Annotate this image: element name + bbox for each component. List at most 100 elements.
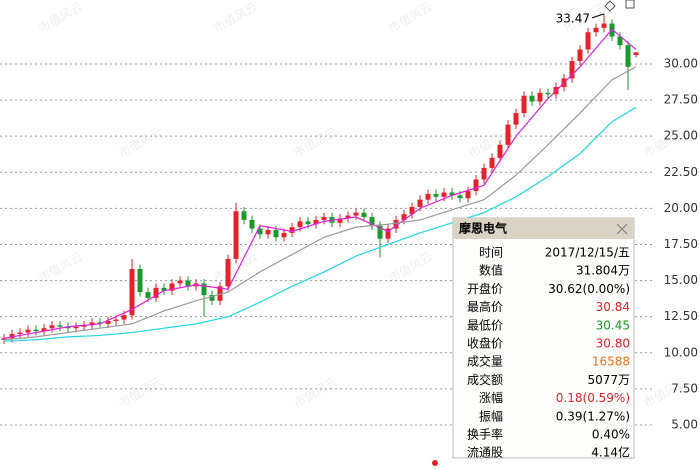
candle-body xyxy=(97,322,103,324)
icon-marker xyxy=(432,460,438,466)
candle-body xyxy=(281,232,287,238)
y-tick-label: 12.50 xyxy=(664,309,698,323)
candle-body xyxy=(625,45,631,67)
candle-body xyxy=(105,320,111,324)
candle-body xyxy=(313,219,319,225)
tooltip-value: 30.45 xyxy=(596,318,630,332)
tooltip-value: 2017/12/15/五 xyxy=(545,246,630,260)
tooltip-value: 30.80 xyxy=(596,337,630,351)
tooltip-close[interactable] xyxy=(616,223,628,235)
tooltip-label: 换手率 xyxy=(467,427,503,442)
tooltip-box xyxy=(452,217,635,459)
candle-body xyxy=(537,92,543,102)
candle-body xyxy=(169,283,175,291)
candle-body xyxy=(65,326,71,329)
y-tick-label: 17.50 xyxy=(664,237,698,251)
candle-body xyxy=(401,214,407,220)
candle-body xyxy=(425,193,431,200)
candle-body xyxy=(513,113,519,125)
candle-body xyxy=(569,61,575,79)
candle-body xyxy=(73,326,79,329)
candle-body xyxy=(473,179,479,192)
candle-body xyxy=(529,95,535,102)
candle-body xyxy=(409,206,415,215)
candle-body xyxy=(393,219,399,229)
tooltip-label: 开盘价 xyxy=(467,281,503,296)
candle-body xyxy=(297,221,303,228)
y-tick-label: 10.00 xyxy=(664,345,698,359)
icon-diamond[interactable] xyxy=(604,0,616,12)
y-tick-label: 7.50 xyxy=(671,381,698,395)
tooltip-value: 30.84 xyxy=(596,300,630,314)
tooltip-label: 最高价 xyxy=(467,299,503,314)
candle-body xyxy=(25,329,31,333)
candle-body xyxy=(449,192,455,196)
candle-body xyxy=(497,144,503,158)
plot: 33.47 xyxy=(1,11,639,345)
candle-body xyxy=(577,49,583,62)
tooltip-value: 5077万 xyxy=(587,373,630,387)
candle-body xyxy=(89,322,95,326)
candle-body xyxy=(361,212,367,218)
candle-body xyxy=(489,157,495,168)
candle-body xyxy=(369,217,375,226)
candle-body xyxy=(481,167,487,180)
max-label: 33.47 xyxy=(556,11,590,25)
candle-body xyxy=(521,95,527,114)
max-pointer xyxy=(591,13,605,19)
candle-body xyxy=(633,52,639,56)
candle-body xyxy=(545,92,551,95)
candle-body xyxy=(249,219,255,229)
candle-body xyxy=(49,325,55,329)
candle-body xyxy=(129,269,135,316)
candle-body xyxy=(441,192,447,197)
candle-body xyxy=(305,221,311,225)
candle-body xyxy=(241,211,247,220)
candle-body xyxy=(1,338,7,340)
candle-body xyxy=(137,269,143,293)
tooltip-value: 31.804万 xyxy=(576,264,630,278)
candle-body xyxy=(145,292,151,298)
candle-body xyxy=(121,315,127,320)
tooltip-label: 成交额 xyxy=(467,372,503,387)
tooltip-label: 成交量 xyxy=(467,354,503,369)
y-tick-label: 27.50 xyxy=(664,93,698,107)
candle-body xyxy=(505,124,511,145)
y-tick-label: 20.00 xyxy=(664,201,698,215)
candle-body xyxy=(289,227,295,233)
candle-body xyxy=(345,215,351,219)
tooltip-title: 摩恩电气 xyxy=(459,221,507,236)
candle-body xyxy=(585,32,591,50)
candle-body xyxy=(41,328,47,332)
tooltip-label: 最低价 xyxy=(467,318,503,332)
candle-body xyxy=(465,191,471,199)
candle-body xyxy=(457,195,463,199)
candle-body xyxy=(57,325,63,327)
candle-body xyxy=(417,199,423,207)
ma-line xyxy=(3,28,637,339)
candle-body xyxy=(257,228,263,235)
tooltip-value: 0.40% xyxy=(592,428,630,442)
tooltip-label: 涨幅 xyxy=(479,390,503,405)
candle-body xyxy=(321,217,327,220)
candle-body xyxy=(353,212,359,216)
tooltip-header xyxy=(453,218,634,239)
y-tick-label: 5.00 xyxy=(671,417,698,431)
candle-body xyxy=(377,225,383,239)
candle-body xyxy=(433,193,439,197)
candle-body xyxy=(81,325,87,327)
y-tick-label: 15.00 xyxy=(664,273,698,287)
candle-body xyxy=(33,329,39,332)
candle-body xyxy=(217,286,223,301)
candle-body xyxy=(185,280,191,287)
candle-body xyxy=(209,295,215,301)
candle-body xyxy=(161,287,167,291)
tooltip-label: 收盘价 xyxy=(467,336,503,351)
icon-box[interactable] xyxy=(625,0,635,9)
tooltip-value: 16588 xyxy=(592,355,630,369)
y-axis: 5.00 7.50 10.00 12.50 15.00 17.50 20.00 22.50 25… xyxy=(664,56,698,431)
candle-body xyxy=(265,230,271,235)
candle-body xyxy=(153,287,159,298)
